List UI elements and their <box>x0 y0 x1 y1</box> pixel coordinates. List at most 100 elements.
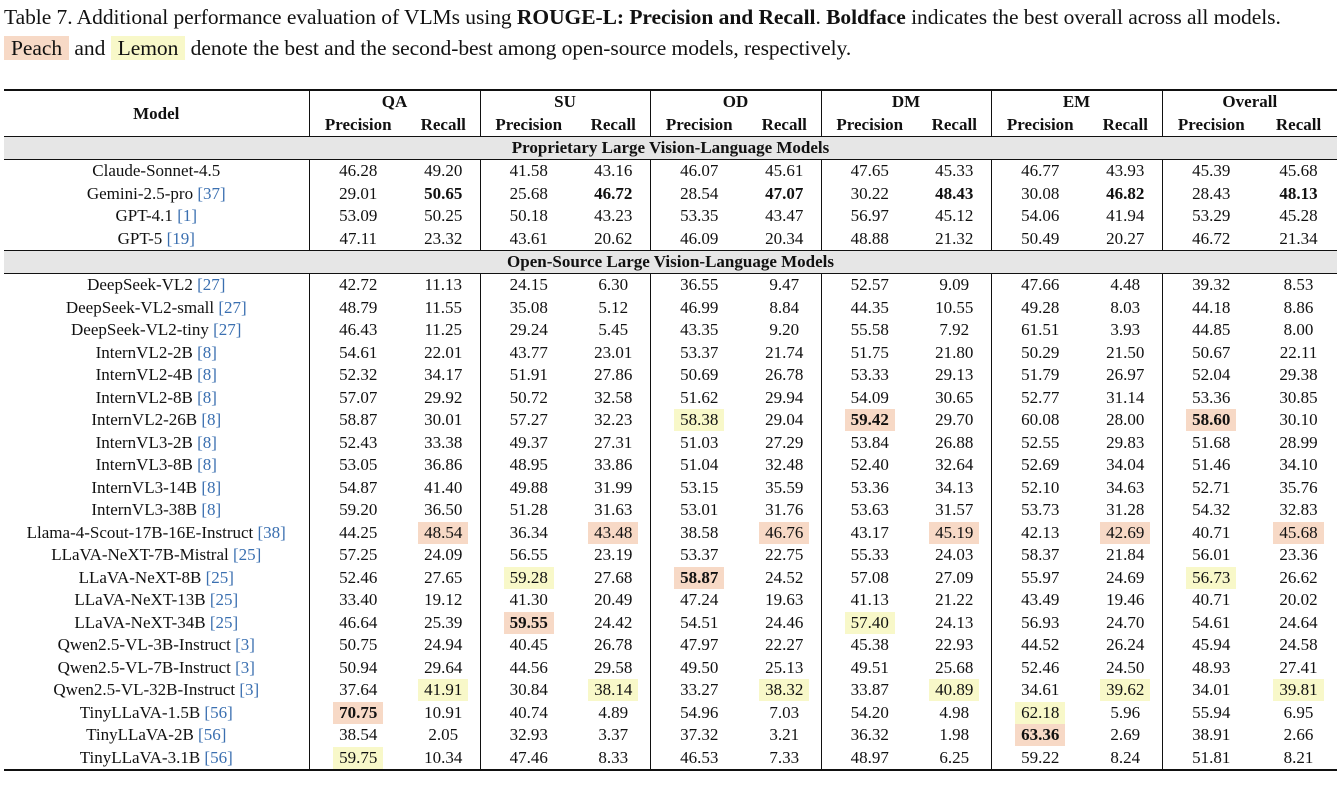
metric-value: 24.64 <box>1279 612 1318 632</box>
citation-link[interactable]: [8] <box>197 387 217 407</box>
citation-link[interactable]: [27] <box>213 320 242 340</box>
recall-value-cell: 48.13 <box>1260 183 1337 206</box>
group-header: DM <box>820 89 992 114</box>
citation-link[interactable]: [8] <box>201 477 222 497</box>
citation-link[interactable]: [8] <box>201 410 222 430</box>
citation-link[interactable]: [27] <box>218 297 247 317</box>
metric-value: 8.03 <box>1110 297 1141 317</box>
recall-value-cell: 34.04 <box>1089 454 1162 477</box>
table-row: Llama-4-Scout-17B-16E-Instruct [38] 44.25… <box>4 521 1337 544</box>
citation-link[interactable]: [3] <box>239 680 260 700</box>
precision-value-cell: 54.61 <box>308 341 407 364</box>
metric-value: 28.54 <box>680 183 719 203</box>
recall-value-cell: 11.55 <box>407 297 480 320</box>
citation-link[interactable]: [56] <box>204 747 233 767</box>
citation-link[interactable]: [19] <box>166 228 195 248</box>
recall-value-cell: 29.58 <box>577 657 650 680</box>
metric-value: 24.58 <box>1279 635 1318 655</box>
citation-link[interactable]: [25] <box>232 545 262 565</box>
recall-value-cell: 29.64 <box>407 657 480 680</box>
citation-link[interactable]: [25] <box>209 590 239 610</box>
recall-value-cell: 34.17 <box>407 364 480 387</box>
precision-value-cell: 50.75 <box>308 634 407 657</box>
group-header: Overall <box>1161 89 1338 114</box>
citation-link[interactable]: [27] <box>197 275 226 295</box>
metric-value: 53.63 <box>850 500 889 520</box>
metric-value: 36.86 <box>424 455 463 475</box>
metric-value: 26.62 <box>1279 567 1318 587</box>
metric-value: 30.10 <box>1279 410 1318 430</box>
metric-value: 24.13 <box>935 612 974 632</box>
precision-value-cell: 42.72 <box>308 273 407 297</box>
precision-value-cell: 53.37 <box>649 341 749 364</box>
recall-value-cell: 41.40 <box>407 477 480 500</box>
metric-value: 49.28 <box>1021 297 1060 317</box>
precision-value-cell: 47.24 <box>649 589 749 612</box>
precision-value-cell: 59.42 <box>820 409 919 432</box>
recall-value-cell: 33.38 <box>407 432 480 455</box>
precision-value-cell: 40.71 <box>1161 521 1261 544</box>
precision-value-cell: 59.55 <box>479 611 577 634</box>
model-name-cell: Qwen2.5-VL-3B-Instruct [3] <box>4 634 309 657</box>
precision-value-cell: 59.22 <box>990 746 1090 771</box>
precision-value-cell: 52.71 <box>1161 476 1261 499</box>
recall-value-cell: 21.32 <box>918 228 991 251</box>
precision-value-cell: 43.77 <box>479 341 577 364</box>
metric-value: 28.00 <box>1106 410 1145 430</box>
citation-link[interactable]: [56] <box>204 702 233 722</box>
header-row-groups: Model QA SU OD DM EM Overall <box>4 89 1338 137</box>
precision-value-cell: 34.61 <box>990 679 1090 702</box>
recall-value-cell: 27.65 <box>407 567 480 590</box>
recall-value-cell: 26.88 <box>918 432 991 455</box>
citation-link[interactable]: [1] <box>177 206 198 226</box>
recall-value-cell: 40.89 <box>918 679 991 702</box>
metric-value: 41.40 <box>424 477 463 497</box>
citation-link[interactable]: [8] <box>197 432 217 452</box>
metric-value: 52.77 <box>1021 387 1060 407</box>
precision-value-cell: 40.74 <box>479 701 577 724</box>
citation-link[interactable]: [25] <box>209 612 239 632</box>
recall-value-cell: 50.65 <box>407 183 480 206</box>
precision-value-cell: 36.34 <box>479 521 577 544</box>
metric-value: 26.88 <box>935 432 974 452</box>
recall-value-cell: 26.24 <box>1089 634 1162 657</box>
model-name: InternVL3-14B <box>91 477 202 497</box>
recall-value-cell: 3.37 <box>577 724 650 747</box>
citation-link[interactable]: [8] <box>197 365 217 385</box>
metric-value: 31.57 <box>935 500 974 520</box>
citation-link[interactable]: [8] <box>197 455 217 475</box>
precision-value-cell: 41.58 <box>479 159 577 183</box>
metric-value: 29.01 <box>339 183 378 203</box>
citation-link[interactable]: [25] <box>205 567 234 587</box>
citation-link[interactable]: [3] <box>235 657 255 677</box>
precision-value-cell: 38.54 <box>308 724 407 747</box>
metric-value: 47.24 <box>680 590 719 610</box>
metric-value: 52.46 <box>339 567 378 587</box>
precision-value-cell: 62.18 <box>990 701 1090 724</box>
citation-link[interactable]: [8] <box>201 500 222 520</box>
metric-value: 36.50 <box>424 500 463 520</box>
metric-value: 55.33 <box>850 545 889 565</box>
metric-value: 19.12 <box>424 590 463 610</box>
metric-value: 20.02 <box>1279 590 1318 610</box>
citation-link[interactable]: [3] <box>235 635 255 655</box>
citation-link[interactable]: [8] <box>197 342 217 362</box>
model-name-cell: LLaVA-NeXT-34B [25] <box>4 612 309 635</box>
metric-value: 53.33 <box>850 365 889 385</box>
metric-value: 40.45 <box>509 635 548 655</box>
metric-value: 58.87 <box>674 566 725 589</box>
recall-value-cell: 8.84 <box>748 297 821 320</box>
citation-link[interactable]: [56] <box>198 725 227 745</box>
citation-link[interactable]: [38] <box>257 522 286 542</box>
metric-value: 21.84 <box>1106 545 1145 565</box>
metric-value: 8.24 <box>1110 747 1141 767</box>
table-row: DeepSeek-VL2 [27] 42.72 11.13 24.15 6.30 36.5… <box>4 273 1338 297</box>
metric-value: 27.68 <box>594 567 633 587</box>
citation-link[interactable]: [37] <box>197 183 226 203</box>
model-name-cell: InternVL2-4B [8] <box>4 364 309 387</box>
model-name-cell: TinyLLaVA-1.5B [56] <box>4 702 309 725</box>
metric-value: 27.65 <box>424 567 463 587</box>
metric-value: 54.61 <box>339 342 378 362</box>
metric-value: 34.13 <box>935 477 974 497</box>
recall-value-cell: 43.16 <box>577 159 651 183</box>
